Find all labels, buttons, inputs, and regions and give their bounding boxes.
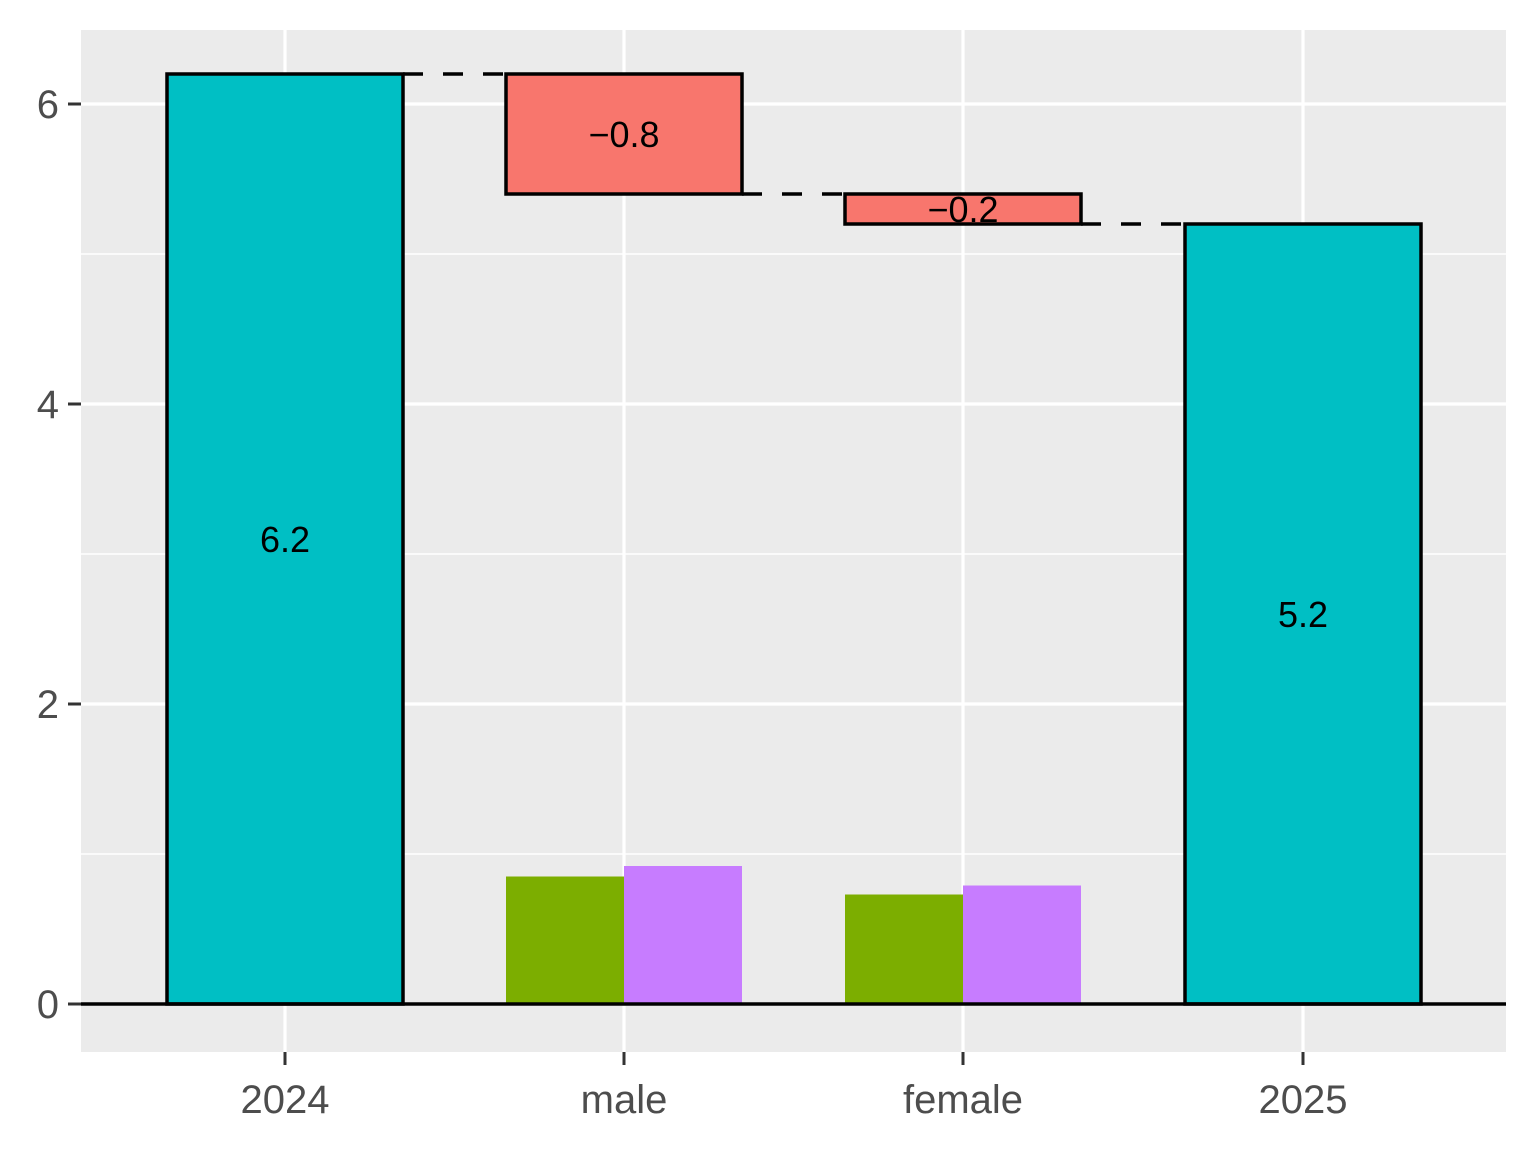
bar-labels: 6.2 5.2 −0.8 −0.2 — [260, 114, 1328, 635]
bars — [165, 72, 1423, 1006]
x-tick-label: male — [581, 1078, 668, 1122]
change-bar-female — [843, 192, 1083, 226]
x-tick-label: female — [903, 1078, 1023, 1122]
bar-label-2025: 5.2 — [1278, 594, 1328, 635]
y-tick-label: 6 — [37, 83, 59, 127]
sub-bar-male-2 — [624, 866, 742, 1004]
connector-lines — [403, 72, 1185, 226]
bar-label-2024: 6.2 — [260, 519, 310, 560]
y-tick-label: 4 — [37, 383, 59, 427]
change-bar-male — [504, 72, 744, 196]
sub-bar-male-1 — [506, 876, 624, 1004]
total-bar-2025 — [1183, 222, 1423, 1006]
sub-bar-female-1 — [845, 894, 963, 1004]
x-tick-label: 2024 — [241, 1078, 330, 1122]
y-tick-label: 0 — [37, 983, 59, 1027]
y-tick-label: 2 — [37, 683, 59, 727]
bar-label-female: −0.2 — [927, 189, 998, 230]
sub-bar-female-2 — [963, 885, 1081, 1004]
x-tick-label: 2025 — [1259, 1078, 1348, 1122]
total-bar-2024 — [165, 72, 405, 1006]
axes: 0 2 4 6 2024 male female 2025 — [37, 83, 1506, 1122]
bar-label-male: −0.8 — [588, 114, 659, 155]
